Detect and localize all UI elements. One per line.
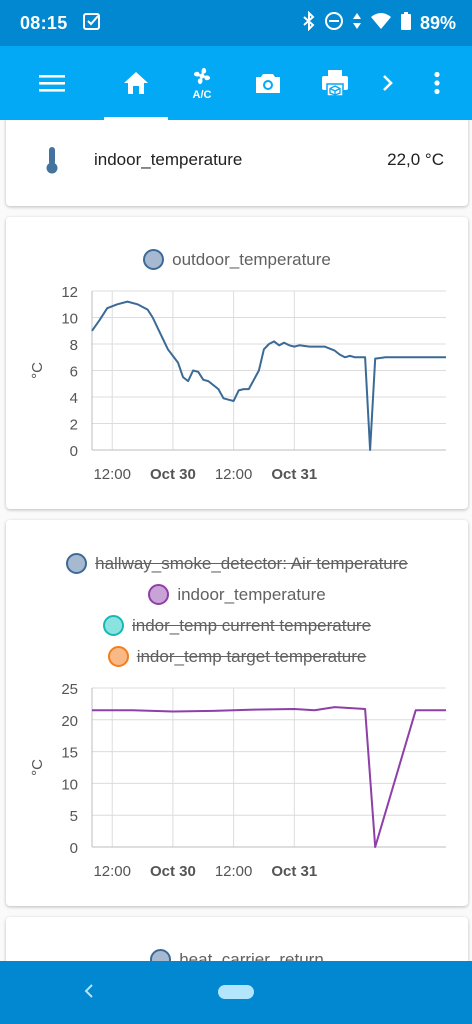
legend-label: hallway_smoke_detector: Air temperature (95, 553, 408, 573)
chevron-right-icon (383, 75, 393, 91)
y-tick-label: 20 (61, 713, 78, 730)
y-tick-label: 15 (61, 745, 78, 762)
entity-name: indoor_temperature (94, 150, 243, 169)
legend-item-indor-temp-target[interactable]: indor_temp target temperature (6, 646, 468, 667)
legend-item-indor-temp-current[interactable]: indor_temp current temperature (6, 615, 468, 636)
history-graph-card-indoor: hallway_smoke_detector: Air temperature … (6, 520, 468, 906)
legend-item-hallway-smoke-detector[interactable]: hallway_smoke_detector: Air temperature (6, 553, 468, 574)
tab-ac[interactable]: A/C (168, 46, 236, 120)
ac-fan-icon: A/C (193, 67, 212, 100)
printer-3d-icon (322, 70, 348, 97)
y-tick-label: 6 (70, 364, 78, 381)
status-bar: 08:15 89% (0, 0, 472, 46)
legend-label: indor_temp target temperature (136, 646, 367, 666)
legend-label: indoor_temperature (177, 584, 326, 604)
legend-dot (143, 249, 165, 270)
y-tick-label: 5 (70, 808, 78, 825)
battery-percentage: 89% (419, 12, 456, 33)
x-tick-label: 12:00 (93, 466, 131, 483)
battery-icon (400, 11, 412, 36)
chart-grid: 12 10 8 6 4 2 0 12:00 Oct 30 12:00 Oct 31 °C (29, 284, 446, 483)
legend-dot (150, 949, 172, 961)
y-tick-label: 12 (61, 284, 78, 301)
y-axis-label: °C (29, 362, 46, 379)
legend-item-heat-carrier-return[interactable]: heat_carrier_return (6, 949, 468, 961)
history-graph-card-heat-carrier: heat_carrier_return (6, 917, 468, 961)
wifi-icon (370, 11, 392, 36)
home-icon (124, 72, 148, 94)
legend-item-indoor-temperature[interactable]: indoor_temperature (6, 584, 468, 605)
y-tick-label: 8 (70, 337, 78, 354)
x-tick-label: Oct 31 (271, 466, 317, 483)
tab-3d-printer[interactable] (300, 46, 370, 120)
ac-label: A/C (193, 89, 212, 100)
chart-grid: 25 20 15 10 5 0 12:00 Oct 30 12:00 Oct 31 °C (29, 681, 446, 880)
camera-icon (256, 74, 280, 93)
legend-dot (107, 646, 129, 667)
x-tick-label: 12:00 (93, 863, 131, 880)
back-chevron-icon (84, 984, 93, 998)
entity-row-indoor-temperature[interactable]: indoor_temperature 22,0 °C (6, 120, 468, 200)
series-line-indoor_temperature[interactable] (92, 706, 446, 848)
legend-label: outdoor_temperature (172, 249, 331, 269)
y-tick-label: 2 (70, 417, 78, 434)
x-tick-label: Oct 30 (150, 863, 196, 880)
status-time: 08:15 (20, 12, 68, 33)
bluetooth-icon (302, 10, 316, 36)
outdoor-temperature-chart: 12 10 8 6 4 2 0 12:00 Oct 30 12:00 Oct 31 °C (29, 284, 446, 483)
y-tick-label: 10 (61, 311, 78, 328)
tab-camera[interactable] (236, 46, 300, 120)
do-not-disturb-icon (324, 11, 344, 36)
y-tick-label: 0 (70, 840, 78, 857)
series-line-outdoor_temperature[interactable] (91, 300, 446, 451)
y-tick-label: 0 (70, 443, 78, 460)
entity-card: indoor_temperature 22,0 °C (6, 120, 468, 206)
data-arrows-icon (352, 11, 362, 36)
thermometer-icon (46, 147, 58, 174)
legend-dot (102, 615, 124, 636)
back-button[interactable] (82, 981, 96, 1006)
legend-item-outdoor-temperature[interactable]: outdoor_temperature (6, 249, 468, 270)
legend-label: heat_carrier_return (179, 949, 324, 962)
legend-dot (66, 553, 88, 574)
menu-icon (39, 75, 65, 92)
home-gesture-pill[interactable] (218, 985, 254, 999)
x-tick-label: Oct 31 (271, 863, 317, 880)
x-tick-label: Oct 30 (150, 466, 196, 483)
x-tick-label: 12:00 (215, 863, 253, 880)
entity-value: 22,0 °C (387, 150, 444, 169)
app-toolbar: A/C (0, 46, 472, 120)
more-vertical-icon (434, 71, 440, 95)
more-tabs-button[interactable] (370, 46, 406, 120)
legend-dot (148, 584, 170, 605)
y-tick-label: 25 (61, 681, 78, 698)
x-tick-label: 12:00 (215, 466, 253, 483)
y-tick-label: 4 (70, 390, 78, 407)
y-axis-label: °C (29, 759, 46, 776)
system-navigation-bar (0, 961, 472, 1024)
tab-home[interactable] (104, 46, 168, 120)
dashboard-content[interactable]: indoor_temperature 22,0 °C outdoor_tempe… (0, 120, 472, 961)
checkbox-notification-icon (82, 11, 102, 36)
menu-button[interactable] (0, 46, 104, 120)
y-tick-label: 10 (61, 776, 78, 793)
overflow-menu-button[interactable] (406, 46, 468, 120)
indoor-temperature-chart: 25 20 15 10 5 0 12:00 Oct 30 12:00 Oct 31 °C (29, 681, 446, 880)
legend-label: indor_temp current temperature (131, 615, 372, 635)
history-graph-card-outdoor: outdoor_temperature 12 10 8 6 4 2 0 12:00 Oct 30… (6, 217, 468, 509)
